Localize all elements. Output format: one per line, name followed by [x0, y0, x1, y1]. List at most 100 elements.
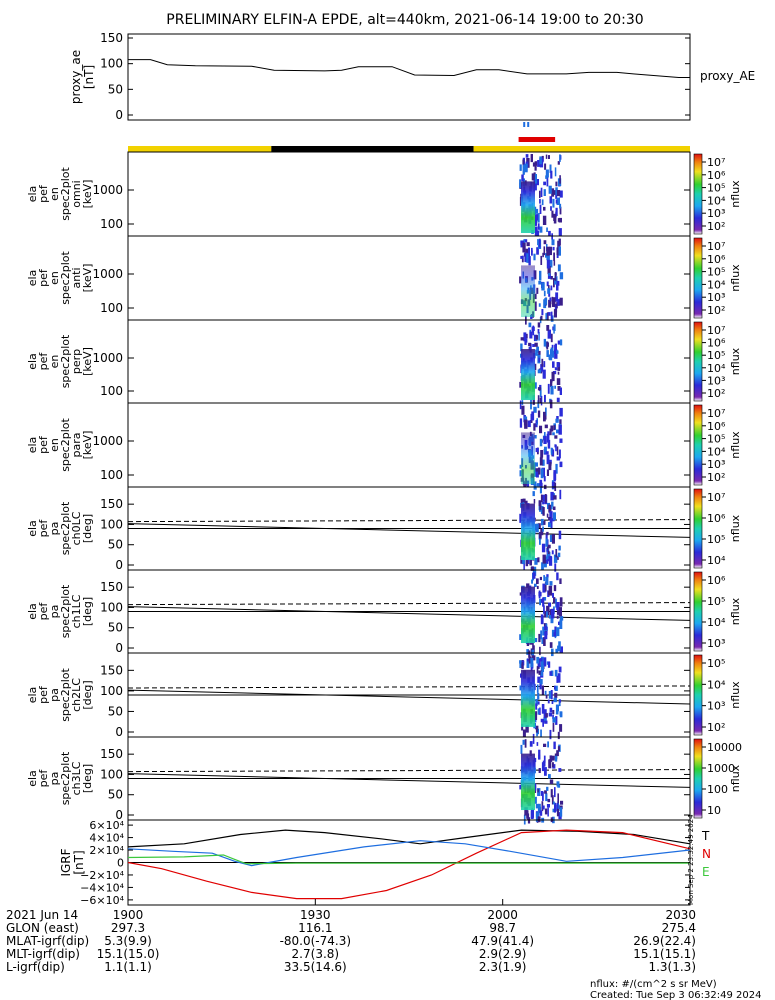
spectrogram-core [521, 349, 535, 400]
spectrogram-cell [551, 550, 554, 555]
axis-value: 98.7 [489, 921, 516, 935]
spectrogram-cell [549, 555, 552, 564]
spectrogram-cell [551, 344, 554, 348]
spectrogram-cell [542, 597, 545, 607]
spectrogram-cell [550, 206, 552, 211]
colorbar-title: nflux [729, 681, 742, 709]
spectrogram-cell [548, 591, 551, 595]
spectrogram-cell [556, 572, 559, 581]
ytick-label: 1000 [92, 434, 123, 448]
spectrogram-cell [546, 574, 549, 578]
loss-cone-line [127, 773, 691, 788]
spectrogram-cell [548, 602, 552, 607]
spectrogram-cell [546, 227, 548, 232]
spectrogram-cell [540, 665, 544, 672]
ytick-label: 100 [100, 517, 123, 531]
spectrogram-cell [542, 369, 546, 379]
ytick-label: 2×10⁴ [89, 844, 124, 857]
spectrogram-cell [543, 709, 547, 719]
ylabel: en [48, 271, 61, 285]
spectrogram-cell [547, 383, 550, 394]
spectrogram-cell [551, 481, 556, 489]
spectrogram-cell [554, 435, 558, 439]
spectrogram-cell [523, 332, 527, 342]
spectrogram-cell [548, 230, 551, 237]
spectrogram-cell [543, 240, 547, 245]
proxy-ae-frame [127, 33, 691, 121]
colorbar-label: 10⁵ [707, 182, 725, 195]
axis-value: 2.9(2.9) [479, 947, 527, 961]
spectrogram-cell [549, 164, 552, 173]
spectrogram-cell [551, 701, 554, 704]
spectrogram-cell [535, 179, 539, 186]
spectrogram-cell [556, 397, 560, 403]
spectrogram-cell [532, 344, 535, 347]
axis-value: -80.0(-74.3) [280, 934, 351, 948]
spectrogram-cell [519, 179, 522, 189]
spectrogram-cell [522, 242, 526, 253]
spectrogram-cell [543, 290, 546, 297]
ylabel: ch0LC [70, 511, 83, 545]
spectrogram-cell [540, 528, 544, 536]
panel-frame [127, 402, 691, 488]
spectrogram-cell [544, 556, 548, 562]
ylabel: spec2plot [59, 751, 72, 805]
spectrogram-cells [519, 238, 564, 325]
spectrogram-cell [519, 418, 523, 428]
spectrogram-cell [551, 648, 554, 657]
spectrogram-cell [556, 280, 560, 286]
axis-value: 2000 [487, 908, 518, 922]
spectrogram-cell [553, 632, 556, 637]
spectrogram-cell [542, 215, 547, 225]
spectrogram-cell [544, 581, 547, 592]
spectrogram-cell [545, 576, 549, 585]
ylabel: pef [37, 602, 50, 621]
spectrogram-cell [529, 559, 532, 566]
spectrogram-cell [546, 513, 549, 518]
spectrogram-cell [548, 774, 551, 779]
ytick-label: 6×10⁴ [89, 819, 124, 832]
spectrogram-cell [556, 456, 561, 461]
loss-cone-line [127, 523, 691, 538]
spectrogram-cell [540, 505, 544, 515]
ylabel: [nT] [72, 850, 86, 874]
spectrogram-cell [541, 562, 544, 571]
loss-cone-line [127, 606, 691, 621]
spectrogram-cell [553, 260, 556, 266]
page-title: PRELIMINARY ELFIN-A EPDE, alt=440km, 202… [166, 12, 643, 28]
ytick-label: 0 [115, 108, 123, 122]
spectrogram-cell [544, 790, 547, 794]
spectrogram-cell [522, 159, 525, 165]
spectrogram-cell [520, 498, 524, 507]
spectrogram-cell [519, 592, 522, 596]
spectrogram-cell [548, 354, 551, 360]
ytick-label: 150 [100, 31, 123, 45]
spectrogram-cell [552, 493, 555, 497]
spectrogram-cell [554, 787, 556, 798]
spectrogram-cell [532, 733, 535, 744]
ytick-label: 100 [100, 57, 123, 71]
spectrogram-cell [549, 671, 552, 676]
spectrogram-cell [557, 240, 561, 251]
spectrogram-cell [519, 513, 522, 523]
spectrogram-cell [542, 507, 545, 515]
ylabel: pef [37, 685, 50, 704]
spectrogram-cell [540, 630, 542, 640]
spectrogram-cell [534, 165, 537, 171]
spectrogram-cell [526, 242, 530, 247]
proxy-ae-line [128, 59, 690, 78]
spectrogram-cell [519, 785, 522, 790]
colorbar-label: 10³ [707, 207, 725, 220]
spectrogram-cell [553, 278, 555, 288]
spectrogram-cell [526, 253, 529, 263]
ylabel: IGRF [59, 848, 73, 876]
spectrogram-core [521, 586, 535, 644]
spectrogram-cell [530, 658, 534, 668]
spectrogram-cell [543, 717, 547, 723]
spectrogram-cell [548, 312, 551, 316]
colorbar-label: 10⁵ [707, 657, 725, 670]
spectrogram-cell [528, 342, 531, 347]
spectrogram-cell [537, 213, 540, 223]
spectrogram-cell [539, 508, 542, 512]
spectrogram-cell [559, 203, 562, 209]
